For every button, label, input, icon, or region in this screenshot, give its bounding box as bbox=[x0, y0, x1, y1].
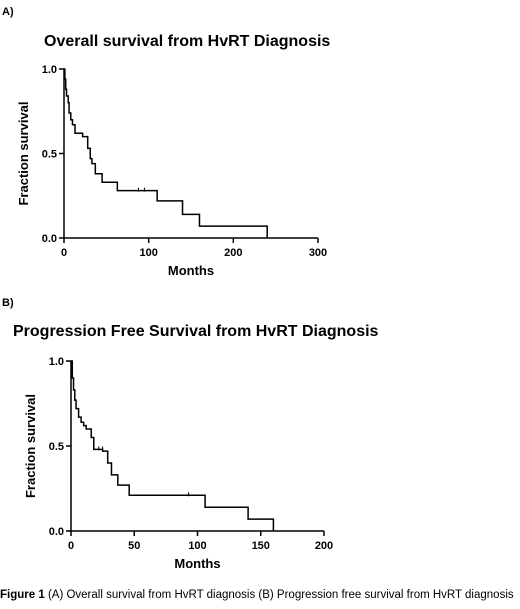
x-tick-label: 300 bbox=[309, 247, 327, 259]
panel-a-label: A) bbox=[2, 6, 14, 18]
chart-b: 0.0 0.5 1.0 0 50 100 150 200 Months Fraction surv… bbox=[23, 356, 333, 571]
y-axis-label: Fraction survival bbox=[16, 101, 31, 205]
x-tick-label: 200 bbox=[315, 540, 333, 552]
chart-a: 0.0 0.5 1.0 0 100 200 300 Months Fraction surviv… bbox=[16, 64, 327, 278]
x-tick-label: 50 bbox=[128, 540, 140, 552]
x-tick-label: 100 bbox=[188, 540, 206, 552]
x-axis-label: Months bbox=[168, 263, 214, 278]
panel-b-label: B) bbox=[2, 297, 14, 309]
chart-b-title: Progression Free Survival from HvRT Diag… bbox=[13, 323, 379, 340]
x-tick-label: 0 bbox=[68, 540, 74, 552]
x-tick-label: 150 bbox=[252, 540, 270, 552]
y-axis-label: Fraction survival bbox=[23, 394, 38, 498]
y-tick-label: 0.0 bbox=[42, 233, 57, 245]
survival-curve bbox=[71, 360, 275, 531]
figure-caption: Figure 1 (A) Overall survival from HvRT … bbox=[0, 589, 514, 601]
x-axis-label: Months bbox=[174, 556, 220, 571]
x-tick-label: 100 bbox=[139, 247, 157, 259]
x-tick-label: 200 bbox=[224, 247, 242, 259]
y-tick-label: 0.5 bbox=[42, 149, 57, 161]
y-tick-label: 0.5 bbox=[49, 441, 64, 453]
y-tick-label: 0.0 bbox=[49, 526, 64, 538]
y-tick-label: 1.0 bbox=[49, 356, 64, 368]
figure-caption-label: Figure 1 bbox=[0, 589, 45, 601]
chart-a-title: Overall survival from HvRT Diagnosis bbox=[44, 33, 331, 50]
x-tick-label: 0 bbox=[61, 247, 67, 259]
figure-caption-text: (A) Overall survival from HvRT diagnosis… bbox=[47, 589, 514, 601]
survival-curve bbox=[64, 68, 268, 238]
y-tick-label: 1.0 bbox=[42, 64, 57, 76]
